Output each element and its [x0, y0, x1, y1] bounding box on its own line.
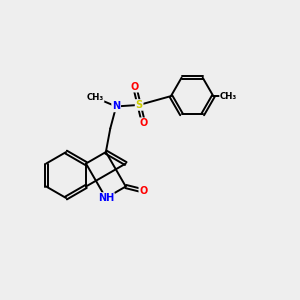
Text: O: O: [140, 118, 148, 128]
Text: NH: NH: [98, 193, 114, 203]
Text: O: O: [139, 186, 148, 196]
Text: N: N: [112, 101, 120, 111]
Text: S: S: [136, 100, 143, 110]
Text: O: O: [130, 82, 139, 92]
Text: CH₃: CH₃: [86, 93, 103, 102]
Text: CH₃: CH₃: [220, 92, 237, 100]
